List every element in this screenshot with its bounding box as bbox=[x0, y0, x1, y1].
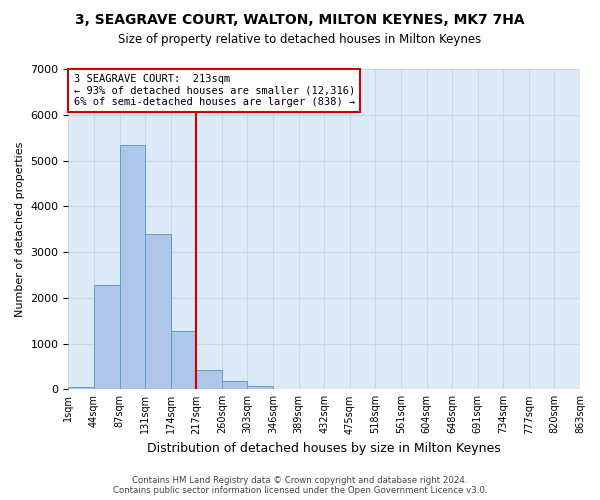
Bar bbox=[196, 370, 222, 390]
Y-axis label: Number of detached properties: Number of detached properties bbox=[15, 142, 25, 317]
Text: 3, SEAGRAVE COURT, WALTON, MILTON KEYNES, MK7 7HA: 3, SEAGRAVE COURT, WALTON, MILTON KEYNES… bbox=[75, 12, 525, 26]
Bar bbox=[94, 285, 119, 390]
Text: 3 SEAGRAVE COURT:  213sqm
← 93% of detached houses are smaller (12,316)
6% of se: 3 SEAGRAVE COURT: 213sqm ← 93% of detach… bbox=[74, 74, 355, 107]
Bar bbox=[222, 381, 247, 390]
Bar bbox=[171, 330, 196, 390]
Bar bbox=[145, 234, 171, 390]
Bar bbox=[119, 144, 145, 390]
X-axis label: Distribution of detached houses by size in Milton Keynes: Distribution of detached houses by size … bbox=[148, 442, 501, 455]
Bar bbox=[247, 386, 273, 390]
Text: Size of property relative to detached houses in Milton Keynes: Size of property relative to detached ho… bbox=[118, 32, 482, 46]
Text: Contains HM Land Registry data © Crown copyright and database right 2024.
Contai: Contains HM Land Registry data © Crown c… bbox=[113, 476, 487, 495]
Bar bbox=[68, 387, 94, 390]
